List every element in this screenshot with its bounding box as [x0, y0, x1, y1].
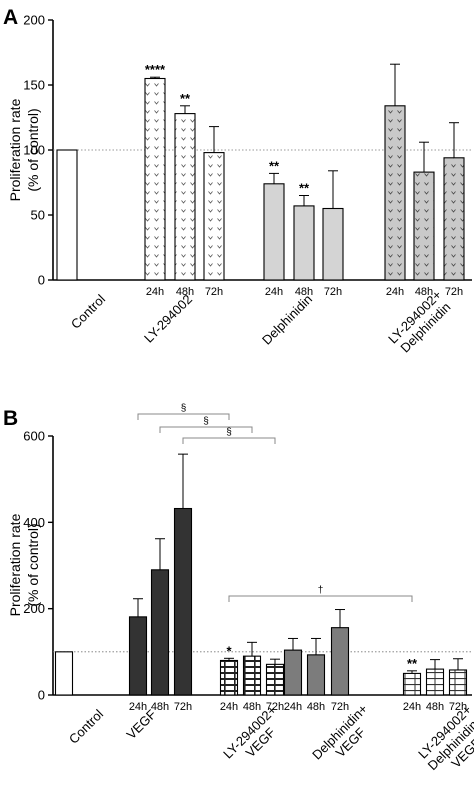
- significance-marker: **: [180, 91, 191, 106]
- time-label: 24h: [284, 701, 302, 713]
- time-label: 48h: [307, 701, 325, 713]
- significance-marker: ****: [145, 62, 166, 77]
- axes-a: 0 50 100 150 200: [23, 13, 472, 288]
- group-label-line: LY-294002: [141, 292, 195, 346]
- time-label: 72h: [445, 286, 463, 298]
- significance-bracket: [228, 595, 413, 602]
- bar: [293, 205, 315, 281]
- group-label-line: Delphinidin: [259, 292, 315, 348]
- y-axis-label-a-line1: Proliferation rate: [7, 98, 23, 201]
- significance-bracket: [159, 426, 253, 433]
- group-label: LY-294002: [141, 292, 195, 346]
- y-tick-label: 50: [31, 208, 45, 223]
- axes-b: 0 200 400 600: [23, 429, 472, 703]
- y-axis-label-b-line2: (% of control): [25, 523, 41, 606]
- time-label: 72h: [205, 286, 223, 298]
- bar: [242, 655, 262, 696]
- time-label: 48h: [243, 701, 261, 713]
- bar: [448, 669, 468, 696]
- time-label: 72h: [331, 701, 349, 713]
- bar: [128, 616, 148, 696]
- group-label: Delphinidin: [259, 292, 315, 348]
- bar: [283, 649, 303, 696]
- bracket-symbol: §: [181, 403, 187, 414]
- time-label: 48h: [426, 701, 444, 713]
- y-tick-label: 200: [23, 13, 45, 28]
- bar: [219, 659, 239, 696]
- y-tick-label: 400: [23, 515, 45, 530]
- bars-a: **********: [56, 62, 465, 281]
- time-label: 48h: [415, 286, 433, 298]
- bar: [322, 207, 344, 281]
- bars-b: ***: [54, 453, 468, 696]
- y-tick-label: 100: [23, 143, 45, 158]
- time-label: 24h: [265, 286, 283, 298]
- significance-marker: **: [269, 158, 280, 173]
- bar: [402, 672, 422, 696]
- panel-letter-b: B: [3, 407, 18, 430]
- bar: [150, 569, 170, 696]
- time-label: 48h: [176, 286, 194, 298]
- panel-letter-a: A: [3, 6, 18, 29]
- bar: [330, 627, 350, 696]
- time-label: 72h: [324, 286, 342, 298]
- time-label: 72h: [266, 701, 284, 713]
- time-label: 24h: [403, 701, 421, 713]
- time-label: 24h: [386, 286, 404, 298]
- bracket-symbol: §: [203, 416, 209, 427]
- bar: [384, 105, 406, 281]
- time-label: 48h: [151, 701, 169, 713]
- bar: [425, 668, 445, 696]
- group-label-line: Control: [68, 291, 108, 331]
- group-label: Control: [68, 291, 108, 331]
- y-tick-label: 200: [23, 601, 45, 616]
- significance-marker: **: [407, 656, 418, 671]
- group-label: LY-294002+Delphinidin+VEGF: [414, 701, 474, 784]
- time-label: 24h: [129, 701, 147, 713]
- significance-bracket: [182, 437, 276, 444]
- group-label: Control: [66, 706, 106, 746]
- significance-marker: *: [226, 643, 232, 658]
- time-label: 24h: [146, 286, 164, 298]
- y-tick-label: 0: [38, 688, 45, 703]
- bar: [56, 149, 78, 281]
- panel-a: A Proliferation rate (% of control) 0 50 1…: [3, 6, 472, 355]
- time-label: 24h: [220, 701, 238, 713]
- y-tick-label: 600: [23, 429, 45, 444]
- bar: [173, 507, 193, 696]
- y-axis-label-b-line1: Proliferation rate: [7, 513, 23, 616]
- bar: [174, 113, 196, 281]
- bar: [265, 663, 285, 696]
- bar: [54, 651, 74, 696]
- bar: [144, 77, 166, 281]
- bar: [443, 157, 465, 281]
- bar: [306, 654, 326, 696]
- y-tick-label: 150: [23, 78, 45, 93]
- time-label: 72h: [449, 701, 467, 713]
- time-label: 72h: [174, 701, 192, 713]
- panel-b: B Proliferation rate (% of control) 0 200…: [3, 403, 474, 784]
- time-label: 48h: [295, 286, 313, 298]
- bar: [263, 183, 285, 281]
- group-label-line: Control: [66, 706, 106, 746]
- significance-marker: **: [299, 181, 310, 196]
- bracket-symbol: §: [226, 427, 232, 438]
- significance-bracket: [137, 413, 230, 420]
- bracket-symbol: †: [318, 585, 324, 596]
- y-tick-label: 0: [38, 273, 45, 288]
- y-axis-label-a-line2: (% of control): [25, 108, 41, 191]
- bar: [413, 171, 435, 281]
- bar: [203, 152, 225, 281]
